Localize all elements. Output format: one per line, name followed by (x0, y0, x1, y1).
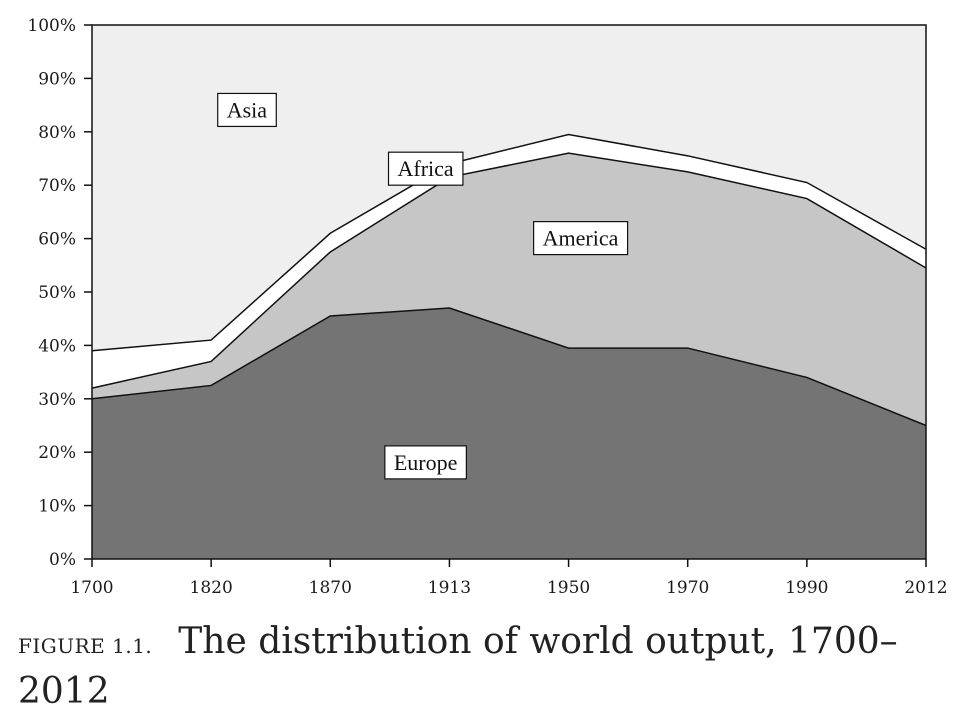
y-tick-label: 10% (38, 497, 76, 517)
area-africa (92, 134, 926, 389)
y-tick-label: 30% (38, 390, 76, 410)
y-axis: 0% 10% 20% 30% 40% 50% 60% 70% 80% 90% 100% (27, 16, 92, 570)
series-label: Africa (398, 156, 454, 181)
label-america: America (533, 221, 629, 256)
series-label: Asia (227, 97, 268, 122)
label-box (533, 221, 629, 256)
boundary-line-africa (91, 133, 927, 352)
y-tick-label: 20% (38, 443, 76, 463)
y-tick-label: 70% (38, 176, 76, 196)
y-tick-label: 100% (27, 16, 76, 36)
y-tick-label: 40% (38, 336, 76, 356)
area-america (92, 153, 926, 426)
label-africa: Africa (387, 151, 464, 186)
y-tick-label: 60% (38, 230, 76, 250)
stacked-area-chart: 0% 10% 20% 30% 40% 50% 60% 70% 80% 90% 100% 1700 18… (27, 16, 948, 598)
series-label: America (543, 226, 619, 251)
x-tick-label: 1950 (547, 578, 590, 598)
boundary-line-america (91, 152, 927, 389)
area-europe (92, 308, 926, 559)
y-tick-label: 90% (38, 69, 76, 89)
figure-number: FIGURE 1.1. (18, 634, 153, 658)
y-tick-label: 0% (49, 550, 76, 570)
boundary-lines-group (91, 133, 927, 427)
area-asia (92, 25, 926, 351)
series-label: Europe (394, 450, 458, 475)
label-europe: Europe (384, 445, 467, 480)
x-tick-label: 1913 (428, 578, 471, 598)
x-tick-label: 1700 (70, 578, 113, 598)
x-tick-label: 1870 (309, 578, 352, 598)
label-asia: Asia (217, 92, 277, 128)
figure-caption: FIGURE 1.1. The distribution of world out… (18, 620, 958, 720)
boundary-line-europe (91, 307, 927, 427)
label-box (387, 151, 464, 186)
x-axis: 1700 1820 1870 1913 1950 1970 1990 2012 (70, 559, 948, 598)
x-tick-label: 1990 (785, 578, 828, 598)
region-labels: Europe America Africa Asia (217, 92, 629, 480)
x-tick-label: 1970 (666, 578, 709, 598)
y-tick-label: 80% (38, 123, 76, 143)
label-box (217, 92, 277, 128)
y-tick-label: 50% (38, 283, 76, 303)
x-tick-label: 1820 (190, 578, 233, 598)
figure-title: The distribution of world output, 1700–2… (18, 621, 898, 712)
label-box (384, 445, 467, 480)
area-series-group (92, 25, 926, 559)
x-tick-label: 2012 (904, 578, 947, 598)
